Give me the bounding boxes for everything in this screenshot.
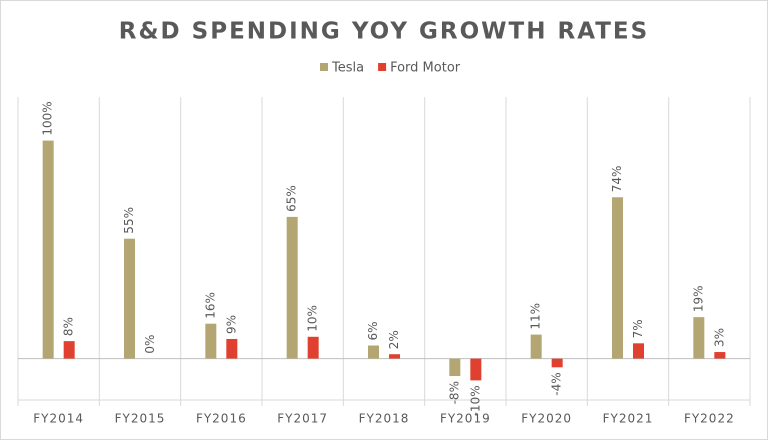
bar [205, 323, 217, 359]
value-label: 7% [631, 319, 645, 338]
x-tick-label: FY2014 [33, 412, 84, 426]
value-label: 9% [224, 315, 238, 334]
legend-label: Tesla [331, 61, 364, 76]
value-label: 10% [306, 305, 320, 332]
bar [286, 216, 298, 359]
value-label: 11% [529, 303, 543, 330]
value-label: 74% [610, 166, 624, 193]
value-label: -4% [550, 372, 564, 395]
bar [63, 341, 75, 359]
x-tick-label: FY2017 [277, 412, 328, 426]
legend-label: Ford Motor [390, 61, 461, 76]
value-label: 3% [712, 328, 726, 347]
x-tick-label: FY2019 [440, 412, 491, 426]
x-tick-label: FY2021 [603, 412, 654, 426]
value-label: 55% [122, 207, 136, 234]
value-label: 100% [41, 101, 55, 135]
value-label: 16% [203, 292, 217, 319]
x-tick-label: FY2022 [684, 412, 735, 426]
legend-swatch [320, 63, 328, 71]
bar [42, 140, 54, 359]
bar [693, 317, 705, 359]
value-label: 65% [285, 185, 299, 212]
bar [633, 343, 644, 359]
bar [470, 358, 482, 381]
chart-title: R&D SPENDING YOY GROWTH RATES [119, 19, 649, 45]
bar [551, 358, 563, 368]
legend-swatch [378, 63, 387, 71]
value-label: 6% [366, 321, 380, 340]
bar [612, 197, 623, 359]
bar [389, 354, 400, 359]
x-tick-label: FY2020 [521, 412, 572, 426]
value-label: 2% [387, 330, 401, 349]
x-tick-label: FY2016 [196, 412, 247, 426]
bar [226, 338, 238, 359]
value-label: 19% [691, 285, 705, 312]
bar [368, 345, 379, 359]
bar [449, 358, 461, 377]
value-label: -10% [468, 385, 482, 416]
value-label: 0% [143, 335, 157, 354]
x-tick-label: FY2015 [115, 412, 166, 426]
bar [307, 336, 319, 359]
bar [714, 352, 726, 359]
value-label: 8% [62, 317, 76, 336]
bar [124, 238, 135, 359]
value-label: -8% [447, 381, 461, 404]
bar [530, 334, 542, 359]
x-tick-label: FY2018 [359, 412, 410, 426]
